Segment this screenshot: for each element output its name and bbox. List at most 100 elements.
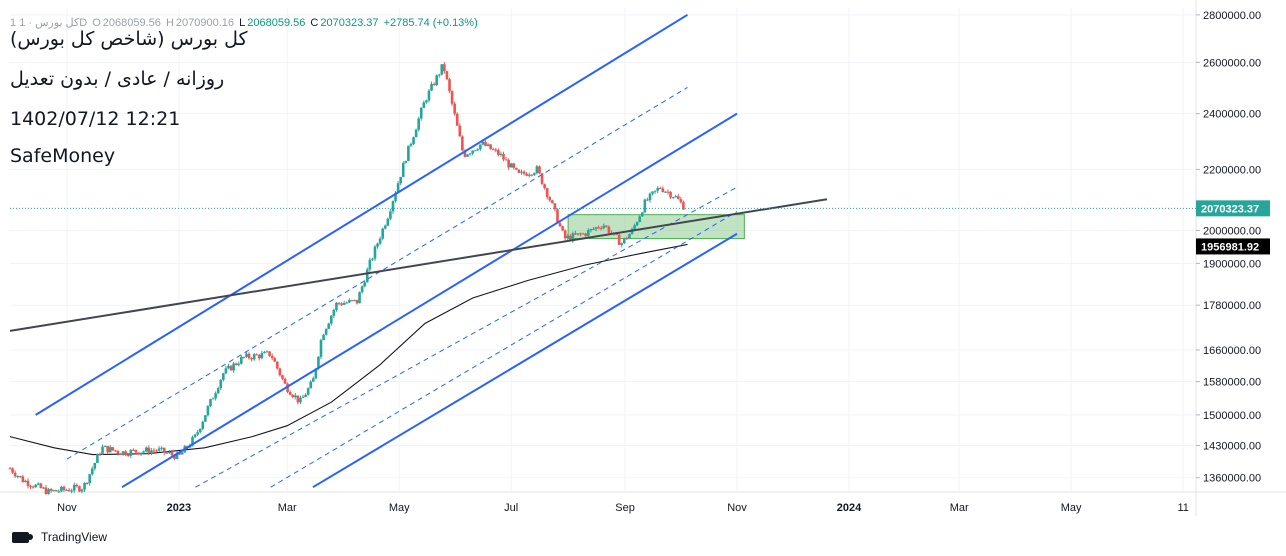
candle-up (222, 373, 225, 380)
candle-up (378, 238, 382, 244)
candle-up (409, 144, 413, 146)
candle-down (545, 188, 549, 198)
candle-up (476, 149, 480, 151)
candle-down (258, 354, 261, 359)
open-value: 2068059.56 (102, 17, 161, 29)
candle-up (93, 462, 97, 469)
candle-down (250, 358, 253, 360)
candle-up (191, 437, 194, 446)
candle-up (345, 302, 349, 304)
candle-up (499, 153, 503, 155)
candle-up (620, 243, 624, 245)
candle-up (371, 258, 374, 260)
candle-up (486, 144, 490, 146)
candle-down (291, 394, 295, 398)
candle-up (674, 196, 678, 198)
candle-down (463, 150, 467, 157)
candle-up (16, 476, 20, 478)
candle-down (515, 167, 518, 170)
candle-up (407, 145, 410, 162)
candle-down (283, 378, 287, 384)
candle-up (396, 183, 400, 193)
candle-up (656, 188, 660, 191)
low-label: L (239, 17, 246, 29)
candle-down (551, 200, 554, 204)
candle-up (417, 118, 420, 130)
candle-up (386, 218, 390, 226)
chart-author: SafeMoney (10, 145, 116, 167)
candle-up (36, 483, 40, 485)
y-tick-label: 2200000.00 (1203, 164, 1261, 176)
open-label: O (92, 17, 101, 29)
candle-down (540, 173, 544, 185)
high-label: H (165, 17, 174, 29)
candle-up (304, 394, 307, 397)
candle-up (651, 191, 654, 194)
candle-down (126, 455, 130, 457)
candle-down (599, 228, 603, 230)
candle-down (281, 375, 284, 379)
candle-down (607, 226, 611, 233)
moving-average-tag-label: 1956981.92 (1201, 241, 1259, 253)
candle-down (448, 79, 451, 92)
candle-up (216, 388, 220, 394)
candle-up (201, 421, 205, 429)
candle-up (671, 197, 675, 199)
candle-down (553, 203, 557, 210)
channel-line (312, 232, 738, 489)
x-tick-label: 11 (1177, 502, 1188, 514)
candle-up (589, 228, 593, 231)
candle-up (129, 449, 133, 456)
candle-up (571, 233, 575, 241)
candle-down (661, 188, 665, 193)
candle-up (314, 368, 318, 379)
symbol-label: 1 کل بورس · 1D (10, 17, 88, 29)
candle-up (527, 174, 531, 176)
candle-up (471, 150, 474, 154)
price-axis[interactable]: 1360000.00 1430000.00 1500000.00 1580000.00… (1196, 10, 1261, 485)
chart-subtitle: روزانه / عادی / بدون تعدیل (10, 68, 225, 90)
candle-up (664, 191, 667, 193)
candle-up (381, 228, 384, 239)
candle-up (576, 233, 580, 235)
candle-up (103, 445, 107, 447)
tradingview-footer[interactable]: TradingView (12, 530, 107, 544)
candle-up (214, 393, 217, 399)
candle-down (525, 173, 528, 176)
candle-up (520, 171, 523, 173)
candle-up (635, 222, 639, 226)
candle-up (90, 468, 94, 475)
candle-down (682, 202, 685, 210)
x-tick-label: 2024 (837, 502, 862, 514)
chart-grid (0, 0, 1286, 516)
candle-down (147, 447, 151, 454)
candle-up (165, 452, 169, 454)
y-tick-label: 1580000.00 (1203, 377, 1261, 389)
ohlc-legend: 1 کل بورس · 1D O 2068059.56 H 2070900.16 L… (10, 16, 480, 29)
candle-up (587, 230, 590, 236)
candle-down (119, 453, 122, 455)
candle-up (638, 216, 642, 223)
candle-up (622, 238, 626, 244)
candle-down (39, 483, 43, 489)
candle-up (404, 161, 408, 163)
y-tick-label: 1430000.00 (1203, 441, 1261, 453)
candle-up (180, 452, 184, 455)
candle-up (643, 199, 647, 213)
candle-down (666, 191, 670, 193)
candle-down (543, 184, 546, 189)
time-axis[interactable]: Nov 2023 Mar May Jul Sep Nov 2024 Mar May 11 (57, 502, 1189, 514)
candle-up (211, 398, 215, 400)
last-price-tag (1196, 200, 1270, 217)
candle-up (412, 137, 415, 145)
chart-title: کل بورس (شاخص کل بورس) (10, 28, 248, 50)
candle-down (350, 300, 354, 302)
candle-up (479, 144, 482, 150)
candle-up (301, 396, 305, 398)
candle-up (430, 84, 433, 91)
candle-up (353, 299, 356, 301)
candle-up (628, 234, 631, 239)
candle-up (322, 334, 325, 341)
candle-up (52, 490, 55, 492)
